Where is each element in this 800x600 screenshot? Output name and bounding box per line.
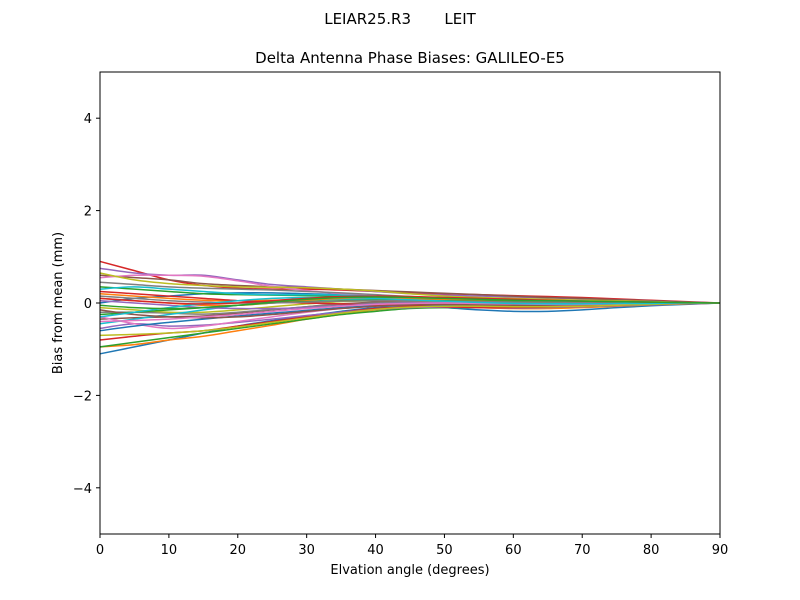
y-tick-label: 4 <box>84 112 92 127</box>
x-tick-label: 80 <box>643 543 660 558</box>
y-tick-label: 0 <box>84 297 92 312</box>
y-axis-label: Bias from mean (mm) <box>51 232 66 374</box>
y-tick-label: −4 <box>73 482 92 497</box>
x-tick-label: 60 <box>505 543 522 558</box>
y-tick-label: 2 <box>84 205 92 220</box>
x-axis: 0 10 20 30 40 50 60 70 80 90 <box>96 534 728 558</box>
x-tick-label: 10 <box>161 543 178 558</box>
y-tick-label: −2 <box>73 389 92 404</box>
series-line-19 <box>99 272 721 304</box>
x-tick-label: 30 <box>298 543 315 558</box>
series-line-32 <box>99 296 721 310</box>
series-line-16 <box>99 274 721 304</box>
series-line-29 <box>99 302 721 337</box>
x-tick-label: 70 <box>574 543 591 558</box>
series-line-28 <box>99 295 720 304</box>
x-tick-label: 20 <box>230 543 247 558</box>
x-tick-label: 40 <box>367 543 384 558</box>
chart-title: Delta Antenna Phase Biases: GALILEO-E5 <box>255 49 565 67</box>
y-axis: −4 −2 0 2 4 <box>73 112 100 497</box>
figure-suptitle: LEIAR25.R3 LEIT <box>324 10 476 28</box>
series-layer <box>99 260 721 355</box>
x-tick-label: 50 <box>436 543 453 558</box>
x-axis-label: Elvation angle (degrees) <box>330 563 489 578</box>
x-tick-label: 0 <box>96 543 104 558</box>
x-tick-label: 90 <box>712 543 729 558</box>
